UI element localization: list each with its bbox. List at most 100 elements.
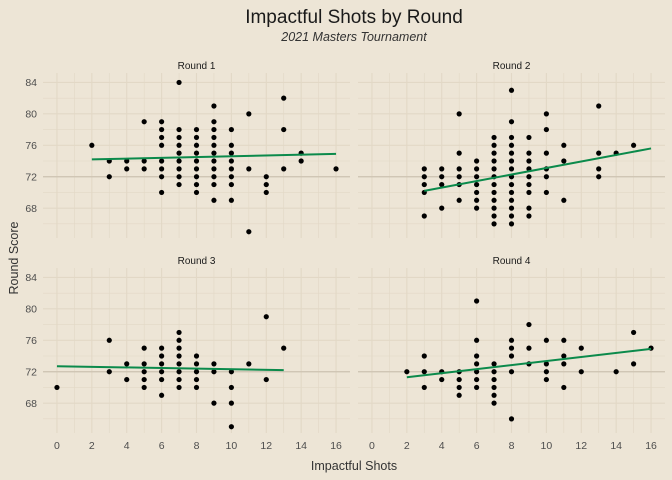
data-point bbox=[508, 119, 515, 125]
data-point bbox=[211, 142, 217, 148]
facet-label: Round 4 bbox=[493, 256, 531, 267]
data-point bbox=[543, 111, 549, 117]
data-point bbox=[543, 174, 549, 180]
data-point bbox=[439, 181, 445, 188]
data-point bbox=[246, 229, 252, 235]
data-point bbox=[474, 337, 480, 343]
data-point bbox=[508, 416, 515, 422]
data-point bbox=[159, 142, 165, 148]
data-point bbox=[474, 205, 480, 211]
data-point bbox=[474, 174, 480, 180]
trend-line bbox=[424, 147, 652, 192]
data-point bbox=[474, 298, 480, 304]
data-point bbox=[159, 158, 165, 164]
data-point bbox=[176, 337, 182, 343]
data-point bbox=[193, 126, 200, 133]
data-point bbox=[211, 181, 217, 188]
data-point bbox=[211, 197, 217, 203]
data-point bbox=[281, 126, 287, 133]
data-point bbox=[508, 353, 515, 359]
trend-line bbox=[406, 347, 652, 379]
data-point bbox=[141, 158, 147, 164]
data-point bbox=[228, 166, 234, 172]
data-point bbox=[421, 369, 427, 375]
data-point bbox=[89, 142, 95, 148]
x-tick-label: 0 bbox=[54, 440, 60, 452]
data-point bbox=[228, 197, 234, 203]
chart-title: Impactful Shots by Round bbox=[245, 7, 463, 28]
data-point bbox=[491, 361, 497, 367]
data-point bbox=[159, 189, 165, 196]
x-tick-label: 12 bbox=[575, 440, 587, 452]
data-point bbox=[508, 205, 515, 211]
data-point bbox=[474, 361, 480, 367]
trend-line bbox=[56, 365, 284, 372]
data-point bbox=[193, 369, 200, 375]
data-point bbox=[281, 166, 287, 172]
data-point bbox=[526, 205, 532, 211]
data-point bbox=[281, 95, 287, 101]
x-tick-label: 8 bbox=[194, 440, 200, 452]
data-point bbox=[596, 166, 602, 172]
data-point bbox=[193, 181, 200, 188]
data-point bbox=[491, 392, 497, 398]
y-tick-label: 72 bbox=[25, 172, 37, 184]
data-point bbox=[211, 369, 217, 375]
data-point bbox=[508, 134, 515, 141]
data-point bbox=[176, 158, 182, 164]
data-point bbox=[193, 142, 200, 148]
data-point bbox=[211, 126, 217, 133]
x-tick-label: 6 bbox=[474, 440, 480, 452]
data-point bbox=[176, 329, 182, 336]
data-point bbox=[176, 142, 182, 148]
data-point bbox=[124, 376, 130, 383]
data-point bbox=[543, 369, 549, 375]
data-point bbox=[281, 345, 287, 351]
data-point bbox=[456, 384, 462, 391]
facet-panel: Round 2 bbox=[358, 61, 665, 238]
data-point bbox=[491, 400, 497, 406]
data-point bbox=[526, 213, 532, 219]
data-point bbox=[456, 197, 462, 203]
data-point bbox=[176, 369, 182, 375]
data-point bbox=[561, 197, 567, 203]
x-tick-label: 14 bbox=[610, 440, 622, 452]
data-point bbox=[228, 400, 234, 406]
data-point bbox=[456, 376, 462, 383]
chart-subtitle: 2021 Masters Tournament bbox=[280, 30, 427, 44]
data-point bbox=[141, 345, 147, 351]
x-tick-label: 14 bbox=[295, 440, 307, 452]
data-point bbox=[596, 150, 602, 156]
data-point bbox=[631, 142, 637, 148]
facet-label: Round 2 bbox=[493, 61, 531, 72]
data-point bbox=[439, 205, 445, 211]
data-point bbox=[228, 424, 234, 430]
data-point bbox=[543, 361, 549, 367]
data-point bbox=[176, 376, 182, 383]
data-point bbox=[193, 150, 200, 156]
data-point bbox=[211, 158, 217, 164]
y-tick-label: 80 bbox=[25, 109, 37, 121]
data-point bbox=[159, 174, 165, 180]
data-point bbox=[106, 337, 112, 343]
data-point bbox=[228, 158, 234, 164]
data-point bbox=[508, 345, 515, 351]
data-point bbox=[159, 369, 165, 375]
data-point bbox=[526, 189, 532, 196]
data-point bbox=[421, 181, 427, 188]
data-point bbox=[193, 158, 200, 164]
y-tick-label: 68 bbox=[25, 203, 37, 215]
data-point bbox=[159, 134, 165, 141]
data-point bbox=[176, 150, 182, 156]
data-point bbox=[491, 142, 497, 148]
data-point bbox=[474, 353, 480, 359]
x-tick-label: 16 bbox=[645, 440, 657, 452]
data-point bbox=[421, 213, 427, 219]
data-point bbox=[263, 376, 269, 383]
data-point bbox=[141, 166, 147, 172]
data-point bbox=[596, 174, 602, 180]
data-point bbox=[491, 221, 497, 227]
data-point bbox=[508, 197, 515, 203]
data-point bbox=[508, 181, 515, 188]
